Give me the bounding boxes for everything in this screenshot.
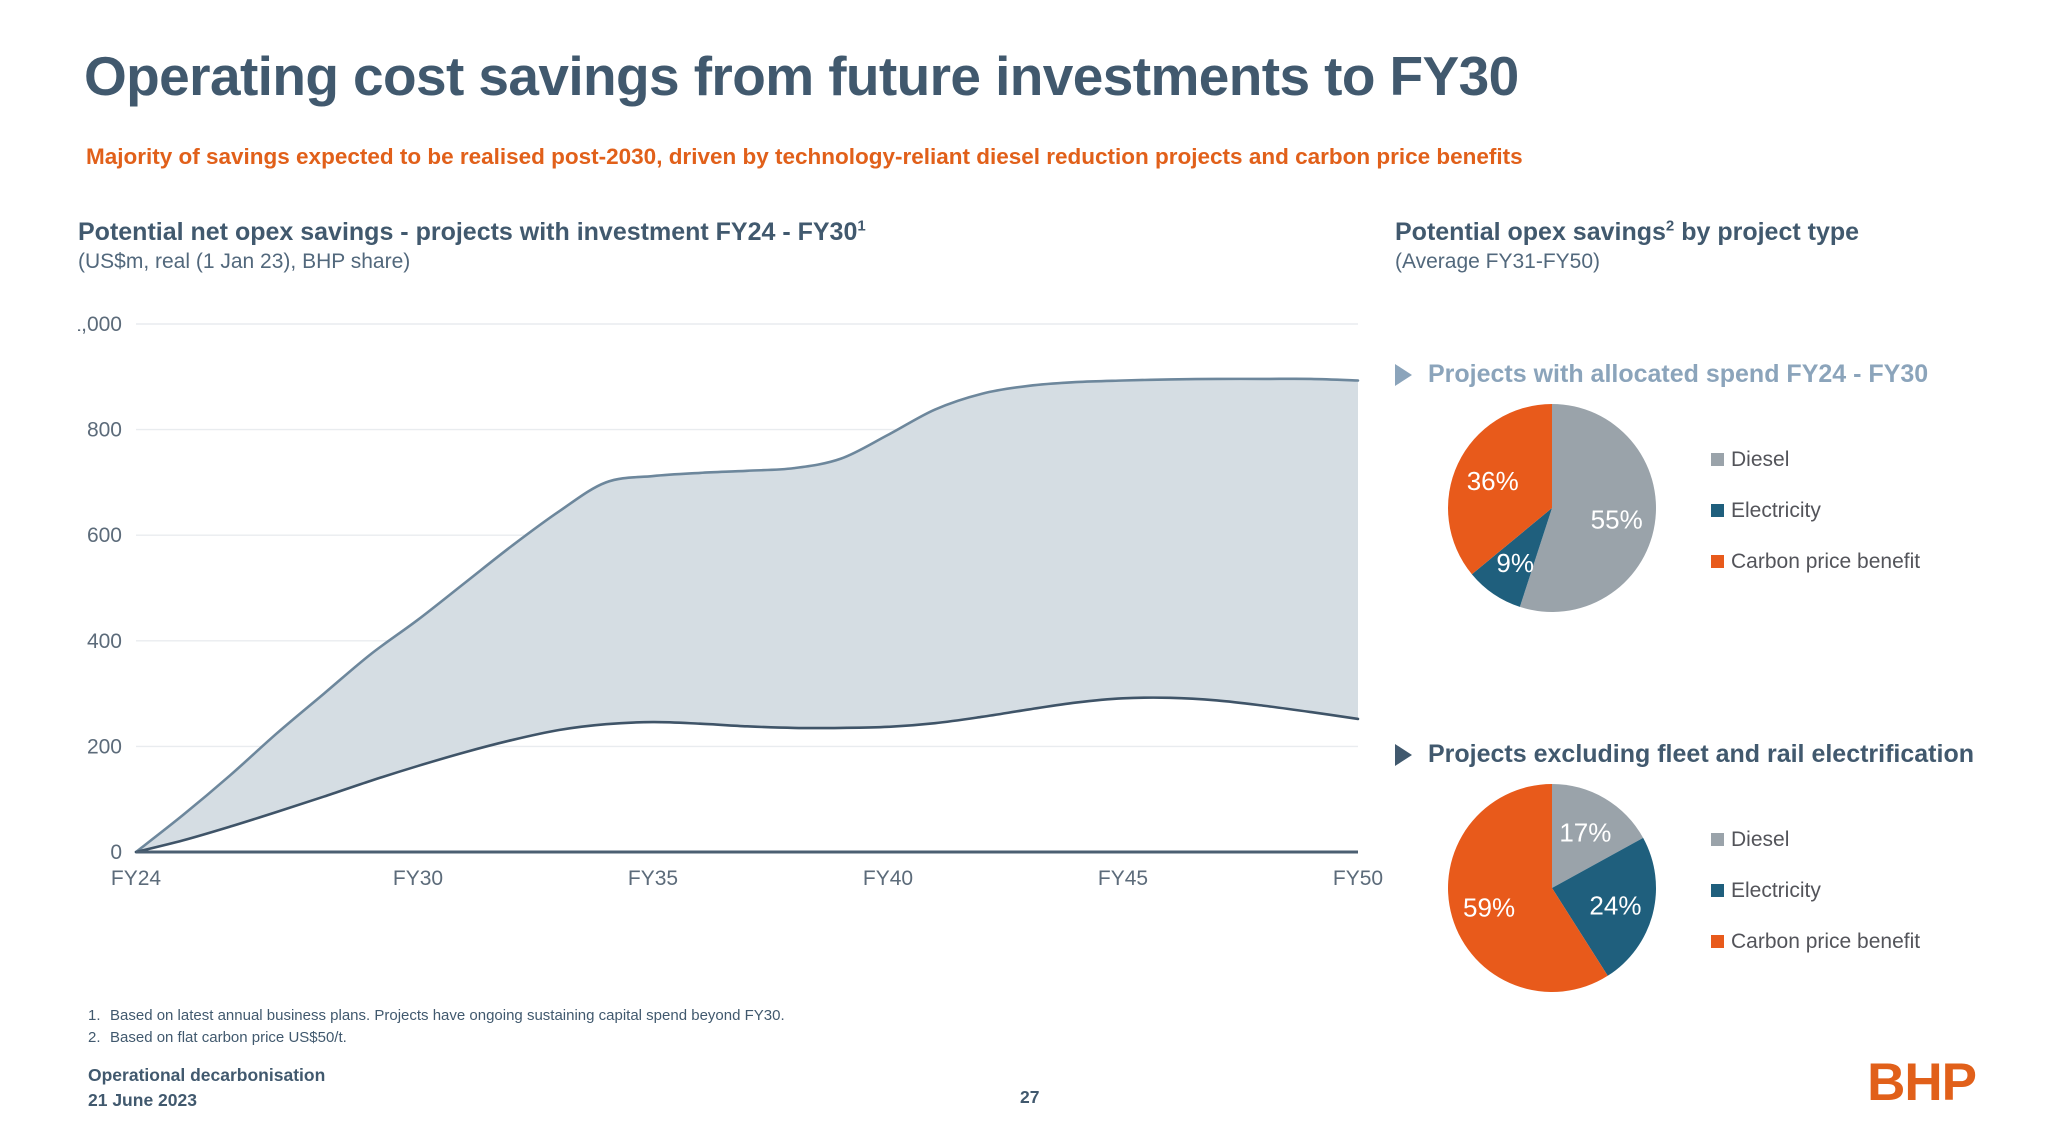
page-subtitle: Majority of savings expected to be reali… [86, 144, 1523, 169]
footnote-1-text: Based on latest annual business plans. P… [110, 1007, 785, 1024]
legend-swatch-electricity-icon [1711, 504, 1724, 517]
triangle-marker-icon [1395, 363, 1412, 386]
footer-meta: Operational decarbonisation 21 June 2023 [88, 1063, 325, 1114]
pie-row-2: 17% 24% 59% Diesel Electricity Carbon pric… [1395, 779, 2045, 1002]
x-axis-tick-label: FY24 [111, 867, 162, 890]
legend-label-carbon: Carbon price benefit [1731, 549, 1921, 573]
right-chart-header: Potential opex savings2 by project type … [1395, 218, 2035, 274]
x-axis-tick-label: FY40 [863, 867, 913, 890]
y-axis-tick-label: 1,000 [78, 313, 122, 336]
pie-section-excluding-electrification: Projects excluding fleet and rail electr… [1395, 740, 2045, 1002]
pie-slice-carbon-price-benefit [1448, 784, 1608, 992]
pie-chart-2-holder: 17% 24% 59% [1443, 779, 1683, 1002]
legend-label-electricity: Electricity [1731, 878, 1821, 902]
pie-slice-electricity [1471, 508, 1552, 607]
area-chart-svg: 0 200 400 600 800 1,000 FY24 FY30 FY35 FY40 FY45 FY… [78, 313, 1383, 890]
footnote-1: 1. Based on latest annual business plans.… [88, 1005, 785, 1027]
footer-date: 21 June 2023 [88, 1090, 197, 1111]
legend-swatch-carbon-icon [1711, 935, 1724, 948]
legend-item-diesel: Diesel [1711, 828, 1920, 852]
legend-item-electricity: Electricity [1711, 879, 1920, 903]
pie-heading-2: Projects excluding fleet and rail electr… [1395, 740, 2045, 769]
left-chart-title-text: Potential net opex savings - projects wi… [78, 218, 858, 246]
right-chart-title-text: Potential opex savings [1395, 218, 1666, 246]
legend-swatch-diesel-icon [1711, 833, 1724, 846]
footnote-2: 2. Based on flat carbon price US$50/t. [88, 1027, 785, 1049]
right-chart-subtitle: (Average FY31-FY50) [1395, 250, 1601, 273]
y-axis-tick-label: 400 [87, 630, 122, 653]
left-chart-header: Potential net opex savings - projects wi… [78, 218, 1358, 274]
legend-label-diesel: Diesel [1731, 827, 1790, 851]
legend-item-carbon: Carbon price benefit [1711, 930, 1920, 954]
legend-label-electricity: Electricity [1731, 498, 1821, 522]
pie-slice-label: 59% [1463, 892, 1515, 922]
right-chart-title-superscript: 2 [1665, 217, 1675, 235]
pie-slice-label: 17% [1559, 818, 1611, 848]
legend-item-electricity: Electricity [1711, 499, 1920, 523]
legend-item-carbon: Carbon price benefit [1711, 550, 1920, 574]
upper-bound-line [134, 377, 1360, 854]
pie-slice-label: 9% [1496, 548, 1534, 578]
footnotes: 1. Based on latest annual business plans.… [88, 1005, 785, 1049]
y-axis-tick-label: 600 [87, 524, 122, 547]
pie-slice-electricity [1552, 837, 1657, 976]
main-area-chart: 0 200 400 600 800 1,000 FY24 FY30 FY35 FY40 FY45 FY… [78, 300, 1388, 920]
pie-slice-carbon-price-benefit [1448, 404, 1552, 575]
pie-heading-1: Projects with allocated spend FY24 - FY3… [1395, 360, 2045, 389]
pie-slice-diesel [1552, 784, 1644, 888]
area-band [136, 378, 1358, 852]
page-number: 27 [1020, 1087, 1040, 1107]
legend-swatch-electricity-icon [1711, 884, 1724, 897]
footnote-1-number: 1. [88, 1007, 101, 1024]
left-chart-title-superscript: 1 [857, 217, 866, 235]
lower-bound-line [134, 696, 1360, 854]
pie-slice-label: 24% [1589, 890, 1641, 920]
legend-label-carbon: Carbon price benefit [1731, 929, 1921, 953]
pie-chart-1: 55% 9% 36% [1448, 404, 1656, 612]
footnote-2-text: Based on flat carbon price US$50/t. [110, 1028, 347, 1046]
right-chart-title: Potential opex savings2 by project type [1395, 218, 2035, 246]
y-axis-tick-label: 200 [87, 735, 122, 758]
pie-heading-1-label: Projects with allocated spend FY24 - FY3… [1428, 360, 1929, 388]
pie-row-1: 55% 9% 36% Diesel Electricity Carbon price… [1395, 399, 2045, 622]
footnote-2-number: 2. [88, 1028, 101, 1046]
pie-slice-label: 36% [1467, 466, 1519, 496]
legend-swatch-diesel-icon [1711, 453, 1724, 466]
legend-swatch-carbon-icon [1711, 555, 1724, 568]
page-title: Operating cost savings from future inves… [84, 45, 1519, 107]
x-axis-tick-label: FY35 [628, 867, 678, 890]
x-axis-tick-label: FY45 [1098, 867, 1148, 890]
pie-heading-2-label: Projects excluding fleet and rail electr… [1428, 740, 1974, 768]
triangle-marker-icon [1395, 743, 1412, 766]
pie-legend-2: Diesel Electricity Carbon price benefit [1711, 828, 1920, 954]
legend-label-diesel: Diesel [1731, 447, 1790, 471]
legend-item-diesel: Diesel [1711, 448, 1920, 472]
pie-slice-diesel [1519, 404, 1656, 612]
left-chart-title: Potential net opex savings - projects wi… [78, 218, 1358, 246]
left-chart-subtitle: (US$m, real (1 Jan 23), BHP share) [78, 250, 411, 273]
right-chart-title-tail: by project type [1674, 218, 1860, 246]
x-axis-tick-label: FY50 [1333, 867, 1383, 890]
pie-chart-2: 17% 24% 59% [1448, 784, 1657, 992]
pie-chart-1-holder: 55% 9% 36% [1443, 399, 1683, 622]
x-axis-tick-label: FY30 [393, 867, 443, 890]
pie-slice-label: 55% [1591, 504, 1643, 534]
y-axis-tick-label: 800 [87, 419, 122, 442]
footer-deck-name: Operational decarbonisation [88, 1065, 326, 1085]
pie-section-allocated-spend: Projects with allocated spend FY24 - FY3… [1395, 360, 2045, 622]
bhp-logo: BHP [1867, 1053, 1977, 1112]
y-axis-tick-label: 0 [110, 841, 122, 864]
pie-legend-1: Diesel Electricity Carbon price benefit [1711, 448, 1920, 574]
